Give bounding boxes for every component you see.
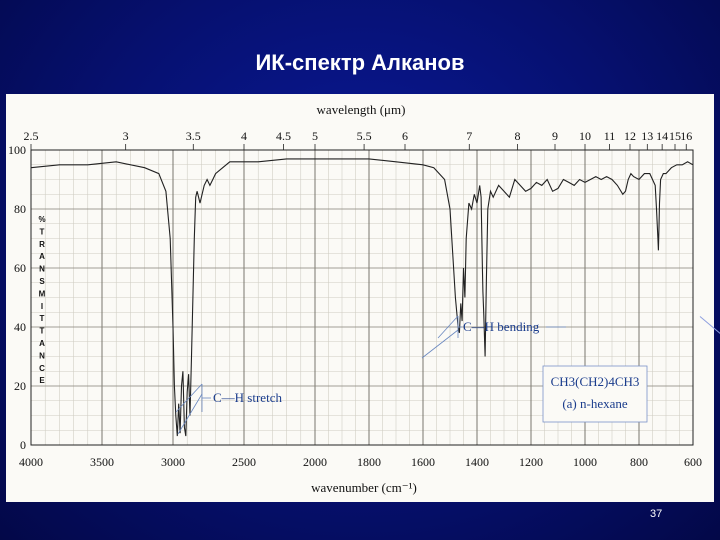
x-tick-label: 1400 [465,455,489,469]
y-tick-label: 100 [8,143,26,157]
top-tick-label: 7 [466,129,472,143]
top-tick-label: 15 [669,129,681,143]
y-axis-letter: A [39,252,45,261]
top-tick-label: 4 [241,129,247,143]
compound-formula: CH3(CH2)4CH3 [551,374,640,389]
y-axis-letter: M [39,289,46,298]
top-tick-label: 6 [402,129,408,143]
x-tick-label: 4000 [19,455,43,469]
top-tick-label: 14 [656,129,668,143]
bending-label: C—H bending [463,319,540,334]
y-axis-letter: % [38,215,45,224]
y-tick-label: 0 [20,438,26,452]
x-axis-title: wavenumber (cm⁻¹) [311,480,417,495]
x-tick-label: 1200 [519,455,543,469]
y-tick-label: 60 [14,261,26,275]
stretch-annotation: C—H stretch [175,383,282,435]
y-axis-letter: A [39,339,45,348]
top-tick-label: 4.5 [276,129,291,143]
compound-box: CH3(CH2)4CH3 (a) n-hexane [542,365,648,423]
y-axis-letter: N [39,351,45,360]
top-tick-label: 11 [604,129,616,143]
x-tick-label: 1800 [357,455,381,469]
y-tick-label: 80 [14,202,26,216]
top-tick-label: 3 [123,129,129,143]
top-tick-label: 13 [641,129,653,143]
top-tick-label: 9 [552,129,558,143]
x-tick-label: 3000 [161,455,185,469]
top-tick-label: 3.5 [186,129,201,143]
ir-spectrum-chart: 2.5 3 3.5 4 4.5 5 5.5 6 7 8 9 10 11 12 13 14 15 16 4000 35… [8,102,702,495]
y-tick-label: 20 [14,379,26,393]
y-axis-letter: E [39,376,45,385]
plot-frame [30,149,694,446]
y-axis-letter: I [41,302,43,311]
x-tick-label: 1000 [573,455,597,469]
x-tick-label: 600 [684,455,702,469]
top-tick-label: 2.5 [24,129,39,143]
y-axis-letter: T [40,314,45,323]
y-axis-letter: C [39,364,45,373]
spectrum-line [30,158,694,437]
x-tick-label: 2500 [232,455,256,469]
y-axis-letter: S [39,277,45,286]
top-tick-label: 8 [515,129,521,143]
ir-spectrum-figure: 2.5 3 3.5 4 4.5 5 5.5 6 7 8 9 10 11 12 13 14 15 16 4000 35… [6,94,714,502]
compound-name: (a) n-hexane [562,396,628,411]
page-number: 37 [650,508,663,520]
top-tick-label: 16 [680,129,692,143]
slide-title: ИК-спектр Алканов [255,50,465,75]
x-tick-label: 3500 [90,455,114,469]
top-tick-label: 10 [579,129,591,143]
x-tick-label: 2000 [303,455,327,469]
top-tick-label: 5.5 [357,129,372,143]
y-axis-letter: R [39,240,45,249]
y-tick-label: 40 [14,320,26,334]
x-tick-label: 800 [630,455,648,469]
top-tick-label: 12 [624,129,636,143]
bending-annotation: C—H bending [421,315,566,359]
y-axis-letter: T [40,227,45,236]
y-axis-letter: N [39,265,45,274]
stretch-label: C—H stretch [213,390,282,405]
top-axis-title: wavelength (μm) [317,102,406,117]
y-axis-letter: T [40,327,45,336]
x-tick-label: 1600 [411,455,435,469]
top-tick-label: 5 [312,129,318,143]
